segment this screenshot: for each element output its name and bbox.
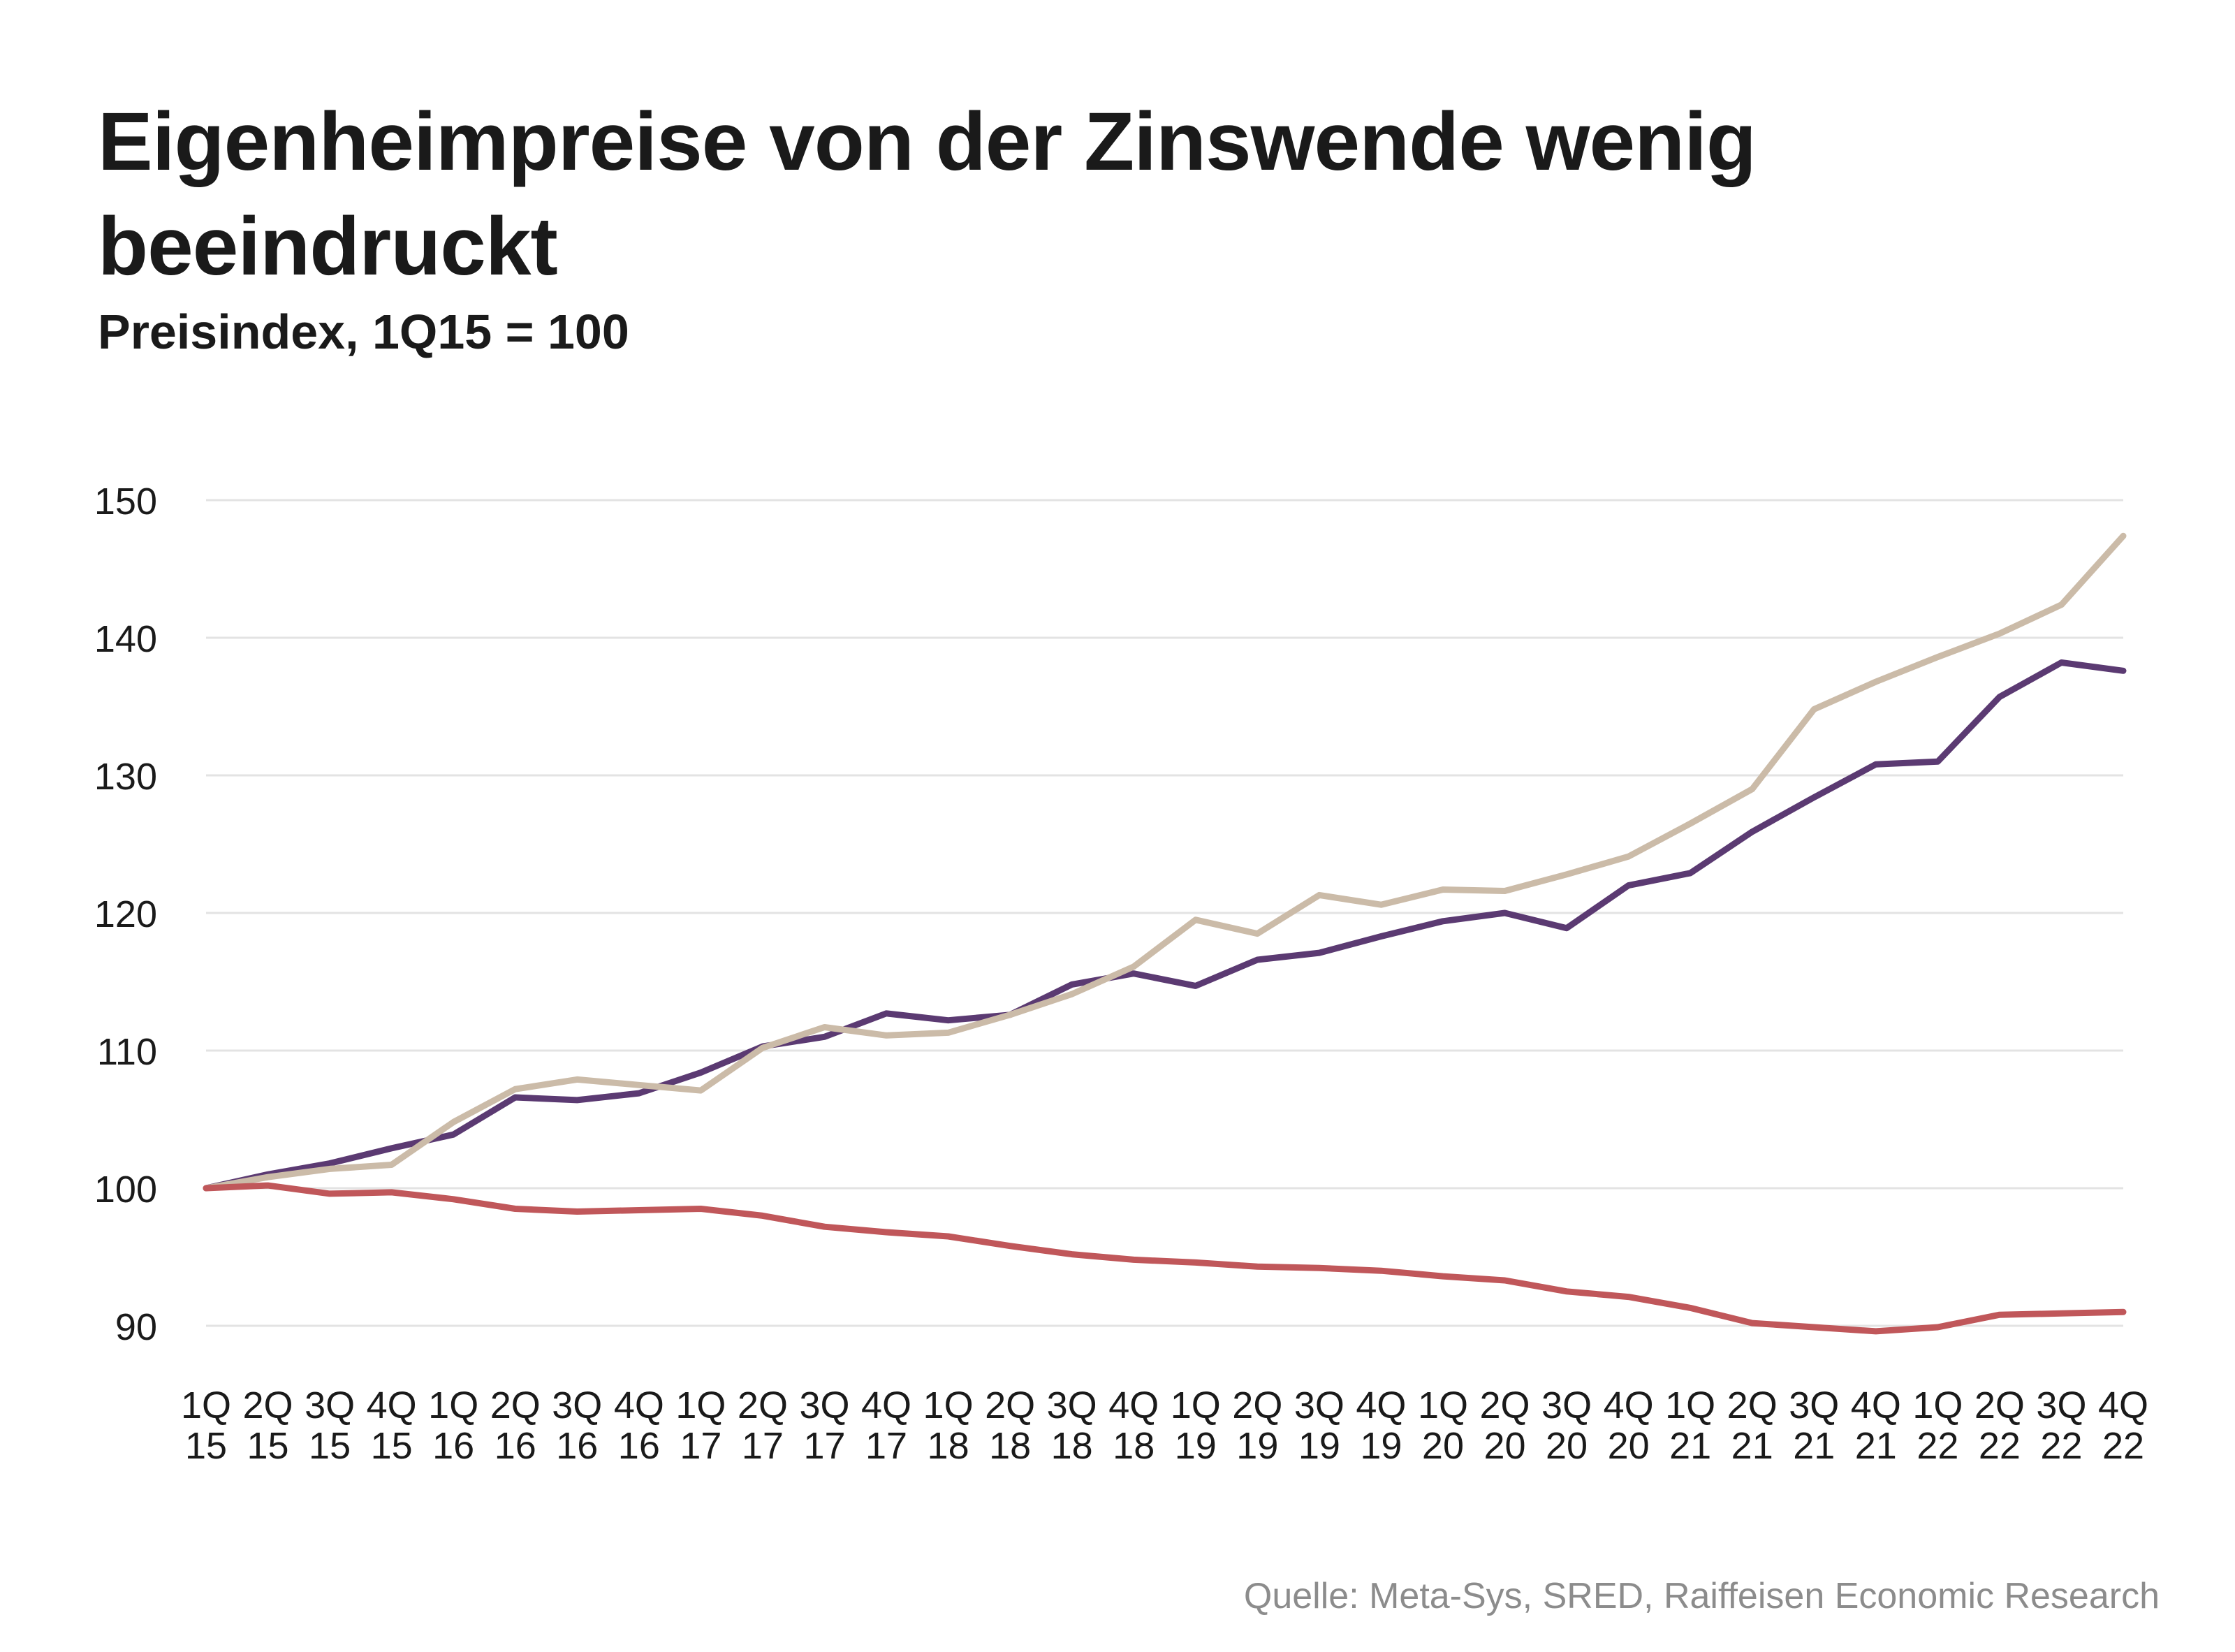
y-tick-label-110: 110 (97, 1031, 157, 1073)
x-tick-label: 4Q 17 (861, 1384, 911, 1467)
x-tick-label: 1Q 21 (1665, 1384, 1715, 1467)
chart-title: Eigenheimpreise von der Zinswende wenig … (98, 96, 1757, 293)
y-tick-label-150: 150 (94, 481, 157, 522)
y-tick-label-90: 90 (115, 1306, 157, 1348)
x-tick-label: 2Q 15 (243, 1384, 293, 1467)
x-tick-label: 3Q 18 (1047, 1384, 1097, 1467)
x-tick-label: 4Q 19 (1356, 1384, 1406, 1467)
x-tick-label: 4Q 22 (2098, 1384, 2148, 1467)
x-tick-label: 2Q 20 (1479, 1384, 1530, 1467)
y-axis-tick-labels: 90 100 110 120 130 140 150 (94, 481, 157, 1348)
x-tick-label: 3Q 21 (1789, 1384, 1839, 1467)
x-tick-label: 1Q 19 (1171, 1384, 1221, 1467)
x-tick-label: 4Q 15 (367, 1384, 417, 1467)
y-tick-label-120: 120 (94, 893, 157, 935)
x-tick-label: 3Q 19 (1294, 1384, 1344, 1467)
gridlines (206, 499, 2123, 1327)
x-tick-label: 2Q 22 (1974, 1384, 2025, 1467)
x-tick-label: 4Q 18 (1108, 1384, 1159, 1467)
x-tick-label: 2Q 19 (1232, 1384, 1282, 1467)
x-tick-label: 2Q 21 (1727, 1384, 1778, 1467)
x-tick-label: 2Q 17 (738, 1384, 788, 1467)
x-tick-label: 4Q 21 (1851, 1384, 1901, 1467)
y-tick-label-140: 140 (94, 618, 157, 660)
y-tick-label-100: 100 (94, 1169, 157, 1211)
x-tick-label: 1Q 16 (428, 1384, 478, 1467)
x-tick-label: 4Q 16 (614, 1384, 664, 1467)
series-lines (203, 532, 2127, 1335)
series-line-beige (203, 532, 2127, 1192)
x-tick-label: 2Q 18 (985, 1384, 1035, 1467)
source-note: Quelle: Meta-Sys, SRED, Raiffeisen Econo… (1243, 1576, 2160, 1616)
x-tick-label: 1Q 20 (1418, 1384, 1468, 1467)
series-line-red (203, 1182, 2127, 1335)
x-tick-label: 1Q 17 (675, 1384, 726, 1467)
y-tick-label-130: 130 (94, 756, 157, 798)
series-line-purple (203, 659, 2127, 1192)
x-tick-label: 1Q 18 (923, 1384, 974, 1467)
x-tick-label: 3Q 22 (2036, 1384, 2086, 1467)
chart-subtitle: Preisindex, 1Q15 = 100 (98, 305, 629, 359)
x-tick-label: 3Q 17 (799, 1384, 849, 1467)
x-tick-label: 1Q 15 (181, 1384, 231, 1467)
x-tick-label: 4Q 20 (1604, 1384, 1654, 1467)
x-tick-label: 3Q 16 (552, 1384, 602, 1467)
x-tick-label: 1Q 22 (1912, 1384, 1963, 1467)
x-tick-label: 2Q 16 (490, 1384, 541, 1467)
x-tick-label: 3Q 20 (1541, 1384, 1592, 1467)
x-tick-label: 3Q 15 (305, 1384, 355, 1467)
